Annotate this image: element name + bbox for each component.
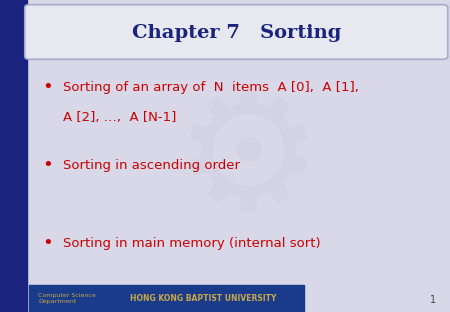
Text: A [2], …,  A [N-1]: A [2], …, A [N-1]	[63, 110, 176, 124]
Text: •: •	[42, 156, 53, 174]
Text: •: •	[42, 78, 53, 96]
Text: Chapter 7   Sorting: Chapter 7 Sorting	[131, 24, 341, 42]
Text: Sorting in main memory (internal sort): Sorting in main memory (internal sort)	[63, 237, 320, 250]
Bar	[0, 0, 27, 312]
Text: Computer Science
Department: Computer Science Department	[38, 294, 96, 304]
Text: ⚙: ⚙	[173, 81, 322, 244]
Text: •: •	[42, 234, 53, 252]
Text: HONG KONG BAPTIST UNIVERSITY: HONG KONG BAPTIST UNIVERSITY	[130, 295, 277, 303]
Text: Sorting in ascending order: Sorting in ascending order	[63, 159, 240, 172]
Text: 1: 1	[430, 295, 436, 305]
FancyBboxPatch shape	[25, 5, 448, 59]
Text: Sorting of an array of  N  items  A [0],  A [1],: Sorting of an array of N items A [0], A …	[63, 81, 359, 94]
Bar	[29, 285, 304, 312]
